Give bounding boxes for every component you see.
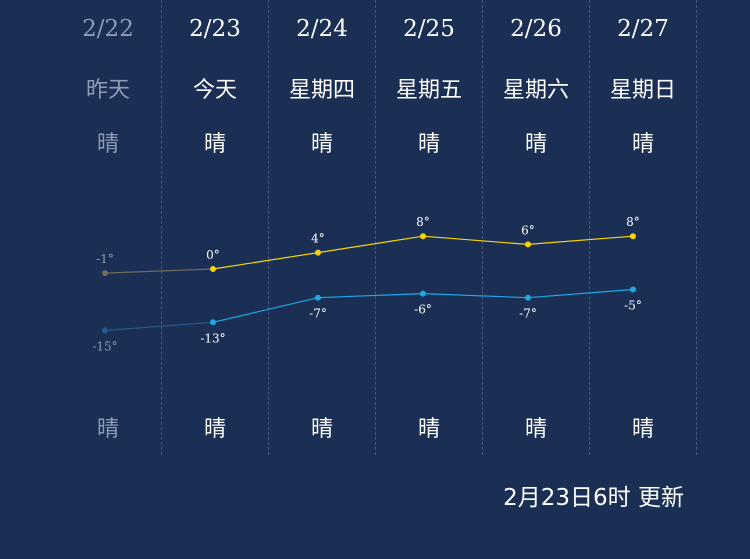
data-label: 6° (521, 223, 535, 237)
day-column: 2/22 昨天晴晴 (55, 0, 162, 455)
weather-night: 晴 (631, 417, 654, 442)
day-column: 2/24 星期四晴晴 (269, 0, 376, 455)
weather-day: 晴 (96, 132, 119, 157)
data-point (210, 319, 216, 326)
weather-night: 晴 (417, 417, 440, 442)
day-date: 2/27 (617, 16, 669, 42)
data-label: -7° (519, 307, 537, 321)
series-line-segment (317, 235, 424, 254)
data-label: -7° (309, 307, 327, 321)
weather-night: 晴 (203, 417, 226, 442)
weather-night: 晴 (96, 417, 119, 442)
data-point (630, 286, 636, 293)
weather-day: 晴 (631, 132, 654, 157)
update-time: 2月23日6时 更新 (503, 485, 684, 511)
weather-day: 晴 (417, 132, 440, 157)
day-name: 星期日 (609, 78, 676, 103)
series-line-segment (212, 252, 319, 270)
day-name: 星期六 (502, 78, 569, 103)
data-point (630, 233, 636, 240)
weather-night: 晴 (310, 417, 333, 442)
day-name: 星期四 (288, 78, 355, 103)
data-label: 4° (311, 232, 325, 246)
data-point (420, 290, 426, 297)
day-name: 今天 (192, 78, 237, 103)
data-point (102, 270, 108, 277)
data-point (315, 249, 321, 256)
series-line-segment (527, 235, 634, 245)
day-column: 2/25 星期五晴晴 (376, 0, 483, 455)
series-line-segment (317, 293, 424, 299)
day-name: 昨天 (85, 78, 130, 103)
data-label: -5° (624, 299, 642, 313)
data-label: -15° (92, 340, 117, 354)
temperature-chart: -1° 0° 4° 8° 6° 8° -15° -13° -7° -6° -7° -5° (92, 215, 642, 354)
weather-day: 晴 (203, 132, 226, 157)
day-date: 2/22 (82, 16, 134, 42)
data-point (315, 294, 321, 301)
day-column: 2/23 今天晴晴 (162, 0, 269, 455)
day-date: 2/25 (403, 16, 455, 42)
series-line-segment (527, 288, 634, 299)
series-line-segment (104, 268, 214, 274)
series-line-segment (422, 293, 529, 299)
data-label: 0° (206, 248, 220, 262)
weather-night: 晴 (524, 417, 547, 442)
data-point (525, 294, 531, 301)
data-label: 8° (416, 215, 430, 229)
data-point (210, 266, 216, 272)
day-column: 2/26 星期六晴晴 (483, 0, 590, 455)
data-label: 8° (626, 215, 640, 229)
weather-day: 晴 (524, 132, 547, 157)
weather-day: 晴 (310, 132, 333, 157)
day-date: 2/24 (296, 16, 348, 42)
data-point (420, 233, 426, 240)
day-date: 2/26 (510, 16, 562, 42)
data-label: -13° (200, 331, 225, 345)
series-line-segment (104, 321, 214, 332)
day-column: 2/27 星期日晴晴 (590, 0, 697, 455)
series-line-segment (422, 235, 529, 245)
data-point (525, 241, 531, 248)
data-label: -6° (414, 303, 432, 317)
series-line-segment (212, 297, 319, 323)
day-date: 2/23 (189, 16, 241, 42)
data-label: -1° (96, 252, 114, 266)
data-point (102, 327, 108, 334)
day-name: 星期五 (395, 78, 462, 103)
